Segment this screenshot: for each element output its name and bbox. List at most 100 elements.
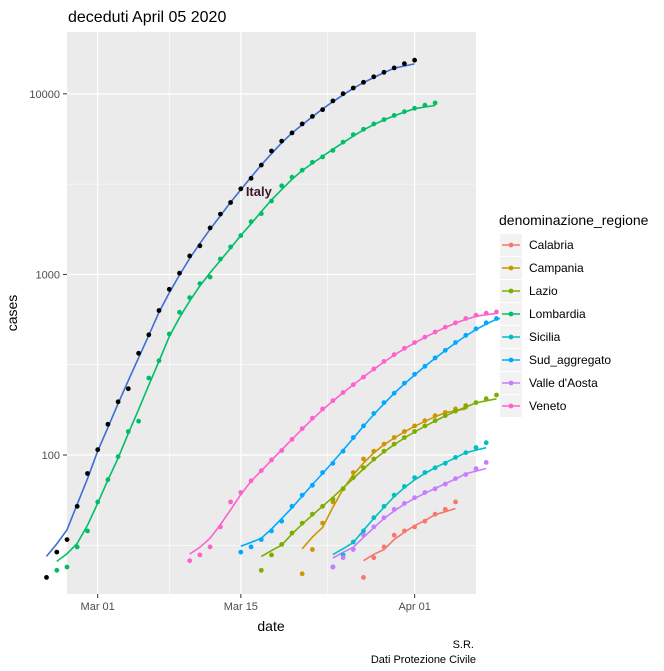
calabria-point — [412, 524, 417, 530]
lazio-point — [473, 400, 479, 405]
valle-d-aosta-point — [391, 507, 397, 512]
italy-point — [248, 175, 254, 181]
calabria-point — [422, 518, 428, 524]
veneto-point — [371, 366, 377, 372]
sicilia-point — [361, 528, 366, 534]
sud-aggregato-point — [330, 460, 336, 466]
valle-d-aosta-line — [332, 467, 487, 559]
lombardia-point — [258, 211, 264, 217]
campania-point — [402, 429, 407, 434]
veneto-point — [248, 478, 254, 484]
veneto-point — [238, 490, 244, 495]
legend-key-point — [508, 288, 514, 294]
lazio-point — [381, 448, 387, 454]
legend-item-lombardia: Lombardia — [500, 303, 586, 325]
legend-label: Campania — [529, 261, 584, 275]
italy-point — [44, 575, 49, 580]
calabria-point — [381, 544, 387, 550]
legend-key-point — [508, 334, 514, 340]
lazio-point — [258, 567, 264, 573]
lazio-point — [412, 429, 417, 434]
italy-point — [269, 148, 274, 154]
veneto-point — [412, 340, 417, 345]
plot-panel — [67, 32, 476, 594]
calabria-point — [361, 575, 366, 580]
sud-aggregato-point — [483, 320, 489, 326]
legend-label: Sicilia — [529, 330, 561, 344]
valle-d-aosta-point — [340, 555, 346, 561]
sud-aggregato-point — [279, 518, 285, 524]
legend-label: Sud_aggregato — [529, 353, 611, 367]
italy-point — [402, 61, 407, 67]
caption-author: S.R. — [453, 639, 474, 651]
lombardia-point — [156, 358, 162, 364]
sud-aggregato-point — [463, 332, 469, 338]
lombardia-point — [269, 198, 274, 204]
calabria-point — [453, 499, 458, 505]
italy-point — [371, 74, 377, 80]
y-axis: 100 1000 10000 — [29, 89, 67, 462]
veneto-point — [269, 457, 274, 463]
valle-d-aosta-point — [371, 524, 377, 530]
italy-point — [207, 225, 213, 231]
italy-point — [279, 138, 285, 144]
italy-point — [310, 114, 315, 119]
sud-aggregato-point — [310, 482, 315, 488]
valle-d-aosta-point — [453, 476, 458, 481]
x-tick-label: Mar 01 — [81, 601, 115, 613]
veneto-point — [473, 312, 479, 318]
veneto-point — [463, 316, 469, 321]
sud-aggregato-point — [381, 400, 387, 405]
lombardia-point — [228, 244, 234, 250]
italy-point — [391, 65, 397, 71]
lazio-point — [269, 552, 274, 558]
valle-d-aosta-point — [483, 460, 489, 465]
lombardia-point — [371, 121, 377, 127]
lazio-point — [320, 503, 325, 509]
sud-aggregato-point — [453, 340, 458, 345]
major-gridlines — [67, 32, 476, 594]
veneto-point — [330, 398, 336, 404]
italy-point — [115, 399, 121, 405]
legend-label: Lazio — [529, 284, 558, 298]
sud-aggregato-point — [299, 492, 305, 498]
chart-title: deceduti April 05 2020 — [68, 9, 226, 26]
valle-d-aosta-point — [361, 532, 366, 538]
sicilia-point — [371, 515, 377, 521]
italy-point — [350, 85, 356, 91]
lombardia-point — [330, 148, 336, 153]
legend-label: Valle d'Aosta — [529, 376, 598, 390]
italy-point — [146, 332, 152, 338]
veneto-point — [279, 448, 285, 453]
veneto-point — [340, 390, 346, 395]
lazio-point — [289, 530, 295, 536]
sud-aggregato-point — [258, 537, 264, 542]
veneto-point — [207, 544, 213, 550]
valle-d-aosta-point — [350, 547, 356, 552]
sud-aggregato-point — [391, 390, 397, 396]
lazio-point — [350, 475, 356, 480]
x-tick-label: Apr 01 — [398, 601, 430, 613]
lombardia-point — [125, 429, 131, 434]
veneto-point — [483, 310, 489, 316]
lazio-point — [453, 408, 458, 414]
legend-key-point — [508, 357, 514, 363]
veneto-point — [218, 524, 223, 530]
lazio-point — [361, 465, 366, 471]
lazio-point — [330, 496, 336, 502]
veneto-point — [453, 320, 458, 326]
italy-point — [320, 107, 325, 113]
sud-aggregato-point — [238, 549, 244, 555]
lombardia-point — [85, 528, 90, 534]
sicilia-point — [463, 450, 469, 456]
lazio-point — [371, 456, 377, 462]
lombardia-point — [105, 477, 111, 483]
campania-point — [299, 571, 305, 577]
lombardia-point — [238, 233, 244, 239]
sud-aggregato-point — [269, 528, 274, 534]
lombardia-point — [115, 454, 121, 459]
campania-point — [350, 470, 356, 475]
sud-aggregato-point — [494, 316, 499, 321]
italy-point — [412, 57, 417, 63]
sicilia-point — [432, 465, 438, 471]
